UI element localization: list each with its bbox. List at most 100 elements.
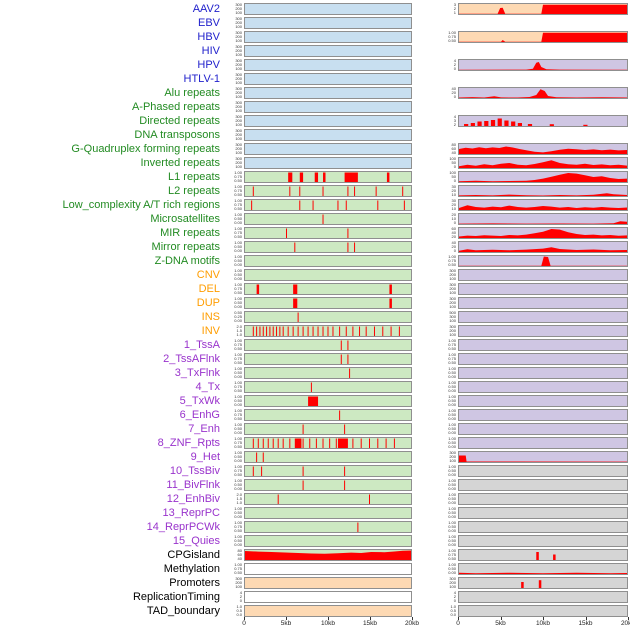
y-tick-label: 4 (453, 591, 456, 595)
track-data-svg (459, 494, 627, 504)
track-row: 15_Quies 1.00 0.50 0.00 1.00 0.50 0.00 (2, 534, 628, 548)
track-panel-right (458, 213, 628, 225)
y-tick-label: 300 (235, 129, 242, 133)
track-data-svg (459, 354, 627, 364)
y-tick-label: 1.00 (448, 465, 456, 469)
y-axis-ticks-left: 1.000.750.500.250.00 (220, 171, 244, 183)
y-tick-label: 100 (235, 24, 242, 29)
y-tick-label: 1.00 (234, 535, 242, 539)
track-data-svg (277, 494, 370, 504)
y-tick-label: 1.00 (234, 213, 242, 217)
x-tick-mark (500, 617, 502, 620)
y-tick-label: 500 (449, 311, 456, 315)
track-data-svg (245, 270, 411, 280)
track-panel-right (458, 563, 628, 575)
y-axis-ticks-right (434, 129, 458, 141)
track-label: INV (201, 325, 220, 337)
y-tick-label: 1.00 (234, 437, 242, 441)
track-panel-right (458, 157, 628, 169)
y-axis-ticks-left: 1.000.750.500.250.00 (220, 185, 244, 197)
track-label: 4_Tx (195, 381, 220, 393)
y-tick-label: 40 (451, 150, 456, 155)
track-data-svg (256, 452, 264, 462)
track-label: 10_TssBiv (169, 465, 220, 477)
y-tick-label: 0.50 (234, 290, 242, 295)
y-axis-ticks-left: 420-2-4 (220, 591, 244, 603)
y-tick-label: 300 (235, 115, 242, 119)
y-tick-label: 100 (449, 584, 456, 589)
y-axis-ticks-right: 43210 (434, 115, 458, 127)
y-tick-label: 300 (235, 101, 242, 105)
x-tick-mark (370, 617, 371, 620)
y-axis-ticks-right: 3020100 (434, 199, 458, 211)
y-tick-label: 100 (235, 150, 242, 155)
y-tick-label: 1.0 (236, 605, 242, 609)
y-tick-label: 1.00 (234, 199, 242, 203)
y-tick-label: 300 (235, 59, 242, 63)
y-tick-label: 2 (239, 594, 242, 599)
y-tick-label: 0.50 (234, 482, 242, 487)
x-tick-label: 20kb (620, 620, 630, 627)
y-tick-label: 300 (235, 577, 242, 581)
y-axis-ticks-right: 1.00 0.50 0.00 (434, 535, 458, 547)
y-tick-label: 0.00 (234, 276, 242, 281)
y-tick-label: 200 (235, 34, 242, 39)
track-row: Low_complexity A/T rich regions 1.00 0.75 0… (2, 198, 628, 212)
track-label: 7_Enh (188, 423, 220, 435)
y-tick-label: 0.50 (448, 262, 456, 267)
y-tick-label: 40 (451, 241, 456, 245)
track-row: Directed repeats3002001000 43210 (2, 114, 628, 128)
track-panel-left (244, 129, 412, 141)
track-label: Microsatellites (150, 213, 220, 225)
track-rows: AAV230020010003210EBV3002001000HBV300200… (2, 2, 628, 618)
track-label: DUP (196, 297, 220, 309)
track-data-svg (357, 522, 359, 532)
track-data-svg (459, 536, 627, 546)
y-tick-label: 200 (449, 454, 456, 459)
y-tick-label: 0.50 (234, 426, 242, 431)
y-tick-label: 0.75 (234, 566, 242, 571)
track-panel-left (244, 423, 412, 435)
track-panel-left (244, 171, 412, 183)
y-axis-ticks-left: 1.000.750.500.250.00 (220, 381, 244, 393)
y-tick-label: 4 (453, 115, 456, 119)
track-data-svg (349, 368, 351, 378)
y-tick-label: 0.75 (448, 258, 456, 263)
track-label: Low_complexity A/T rich regions (62, 199, 220, 211)
track-data-svg (521, 580, 542, 588)
y-axis-ticks-right (434, 45, 458, 57)
y-tick-label: 0 (453, 220, 456, 225)
y-tick-label: 0.50 (448, 482, 456, 487)
y-tick-label: 0.00 (234, 262, 242, 267)
y-tick-label: 40 (237, 556, 242, 561)
track-data-svg (339, 410, 341, 420)
track-data-svg (245, 578, 411, 588)
y-tick-label: 2.0 (236, 325, 242, 329)
track-data-svg (459, 508, 627, 518)
y-tick-label: 1.00 (448, 409, 456, 413)
track-label: 12_EnhBiv (166, 493, 220, 505)
track-panel-right (458, 437, 628, 449)
track-data-svg (245, 564, 411, 574)
y-axis-ticks-left: 1.000.750.500.250.00 (220, 283, 244, 295)
y-tick-label: 1.00 (448, 339, 456, 343)
y-tick-label: 0.75 (448, 34, 456, 39)
track-data-svg (245, 256, 411, 266)
y-tick-label: 0.50 (234, 258, 242, 263)
x-axis-left: 0 5kb 10kb 15kb 20kb (242, 617, 419, 630)
y-tick-label: 1.00 (234, 227, 242, 231)
y-axis-ticks-left: 1.000.750.500.250.00 (220, 353, 244, 365)
track-panel-left (244, 339, 412, 351)
x-tick-mark (628, 617, 629, 620)
track-label: CNV (196, 269, 220, 281)
y-axis-ticks-left: 3002001000 (220, 3, 244, 15)
track-data-svg (459, 368, 627, 378)
track-panel-left (244, 367, 412, 379)
y-axis-ticks-left: 2.01.51.00.50.0 (220, 325, 244, 337)
track-panel-left (244, 157, 412, 169)
y-tick-label: 100 (235, 164, 242, 169)
y-tick-label: 0.50 (234, 444, 242, 449)
y-axis-ticks-left: 1.00 0.50 0.00 (220, 507, 244, 519)
y-tick-label: 0.50 (448, 398, 456, 403)
y-tick-label: 1.00 (448, 493, 456, 497)
